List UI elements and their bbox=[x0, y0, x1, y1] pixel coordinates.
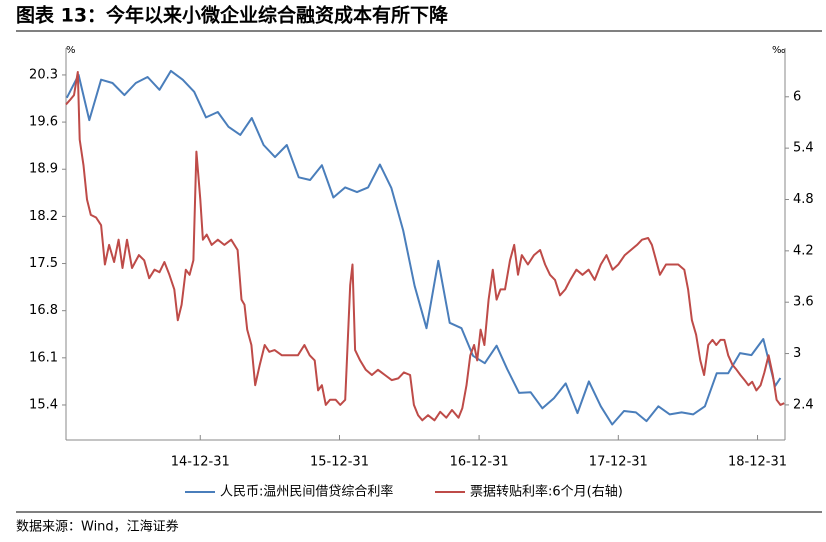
x-tick-label: 16-12-31 bbox=[450, 455, 509, 470]
series-line bbox=[65, 69, 782, 426]
y-tick-label: 16.1 bbox=[29, 350, 58, 365]
y2-tick-label: 2.4 bbox=[793, 397, 814, 412]
y2-tick-label: 5.4 bbox=[793, 141, 814, 156]
x-tick-label: 14-12-31 bbox=[171, 455, 230, 470]
legend-label: 票据转贴利率:6个月(右轴) bbox=[470, 484, 623, 500]
y-tick-label: 18.2 bbox=[29, 209, 58, 224]
series-line bbox=[65, 71, 785, 422]
y2-unit: ‰ bbox=[772, 45, 785, 56]
x-tick-label: 18-12-31 bbox=[728, 455, 787, 470]
y-tick-label: 19.6 bbox=[29, 115, 58, 130]
chart-title: 图表 13：今年以来小微企业综合融资成本有所下降 bbox=[16, 4, 449, 27]
x-tick-label: 17-12-31 bbox=[589, 455, 648, 470]
y-tick-label: 16.8 bbox=[29, 303, 58, 318]
y2-tick-label: 4.8 bbox=[793, 192, 814, 207]
y-tick-label: 18.9 bbox=[29, 162, 58, 177]
y-tick-label: 20.3 bbox=[29, 67, 58, 82]
y2-tick-label: 3 bbox=[793, 346, 801, 361]
y2-tick-label: 6 bbox=[793, 89, 801, 104]
y2-tick-label: 4.2 bbox=[793, 243, 814, 258]
y-tick-label: 17.5 bbox=[29, 256, 58, 271]
y-unit: % bbox=[66, 45, 76, 56]
y-tick-label: 15.4 bbox=[29, 397, 58, 412]
x-tick-label: 15-12-31 bbox=[310, 455, 369, 470]
y2-tick-label: 3.6 bbox=[793, 295, 814, 310]
source: 数据来源：Wind，江海证券 bbox=[16, 519, 179, 535]
legend-label: 人民币:温州民间借贷综合利率 bbox=[220, 484, 393, 500]
